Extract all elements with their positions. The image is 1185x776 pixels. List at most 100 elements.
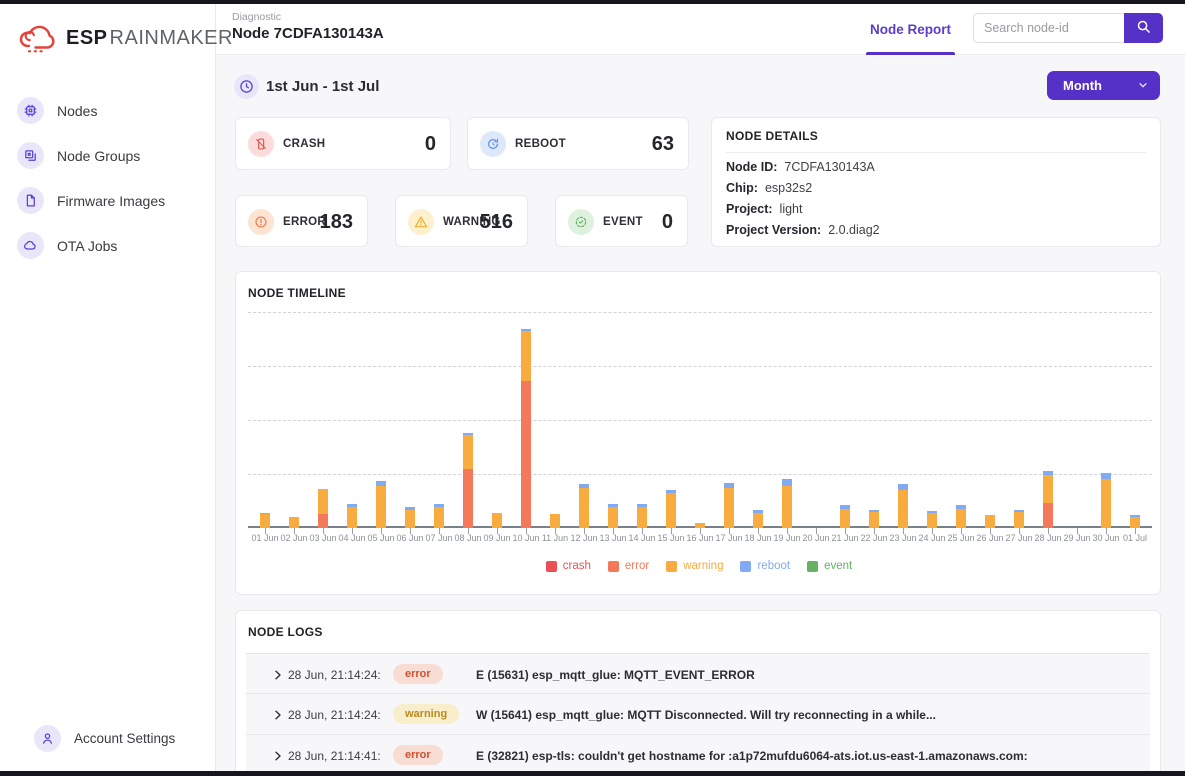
bar-warning-28-jun[interactable] — [1043, 475, 1053, 503]
bar-reboot-21-jun[interactable] — [840, 505, 850, 508]
brand-logo[interactable]: ESPRAINMAKER — [18, 22, 233, 55]
bar-reboot-07-jun[interactable] — [434, 504, 444, 507]
bar-reboot-14-jun[interactable] — [637, 504, 647, 507]
bar-warning-10-jun[interactable] — [521, 331, 531, 381]
bar-reboot-06-jun[interactable] — [405, 507, 415, 509]
bar-error-28-jun[interactable] — [1043, 503, 1053, 528]
bar-warning-22-jun[interactable] — [869, 512, 879, 528]
bar-warning-16-jun[interactable] — [695, 523, 705, 528]
bar-warning-13-jun[interactable] — [608, 507, 618, 528]
window-top-bar — [0, 0, 1185, 4]
sidebar-item-ota-jobs[interactable]: OTA Jobs — [0, 223, 216, 268]
chevron-right-icon[interactable] — [272, 708, 284, 720]
sidebar-item-firmware-images[interactable]: Firmware Images — [0, 178, 216, 223]
bar-reboot-01-jun[interactable] — [260, 513, 270, 514]
chevron-right-icon[interactable] — [272, 749, 284, 761]
date-range-label: 1st Jun - 1st Jul — [266, 78, 379, 95]
bar-warning-08-jun[interactable] — [463, 435, 473, 468]
bar-warning-18-jun[interactable] — [753, 513, 763, 528]
legend-item-error[interactable]: error — [608, 560, 649, 572]
search-button[interactable] — [1124, 13, 1163, 43]
node-detail-row: Node ID:7CDFA130143A — [726, 160, 1146, 174]
log-row[interactable]: 28 Jun, 21:14:24:warningW (15641) esp_mq… — [246, 694, 1150, 735]
bar-warning-12-jun[interactable] — [579, 488, 589, 528]
bar-reboot-08-jun[interactable] — [463, 433, 473, 435]
legend-item-warning[interactable]: warning — [666, 560, 723, 572]
bar-warning-26-jun[interactable] — [985, 515, 995, 528]
bar-reboot-19-jun[interactable] — [782, 479, 792, 485]
bar-reboot-17-jun[interactable] — [724, 483, 734, 488]
bar-error-10-jun[interactable] — [521, 381, 531, 528]
node-detail-label: Chip: — [726, 181, 758, 195]
bar-reboot-24-jun[interactable] — [927, 511, 937, 513]
chevron-right-icon[interactable] — [272, 668, 284, 680]
bar-warning-15-jun[interactable] — [666, 493, 676, 528]
legend-item-crash[interactable]: crash — [546, 560, 591, 572]
log-row[interactable]: 28 Jun, 21:14:41:errorE (32821) esp-tls:… — [246, 735, 1150, 776]
sidebar-item-label: Account Settings — [74, 731, 175, 746]
bar-warning-03-jun[interactable] — [318, 489, 328, 514]
bar-warning-23-jun[interactable] — [898, 490, 908, 528]
bar-error-03-jun[interactable] — [318, 514, 328, 528]
stat-label: CRASH — [283, 138, 325, 150]
bar-reboot-18-jun[interactable] — [753, 510, 763, 513]
log-level-badge: warning — [393, 704, 459, 724]
bar-reboot-22-jun[interactable] — [869, 510, 879, 512]
bar-error-08-jun[interactable] — [463, 469, 473, 528]
node-detail-value: 7CDFA130143A — [784, 160, 874, 174]
sidebar-item-account-settings[interactable]: Account Settings — [17, 716, 175, 761]
bar-reboot-05-jun[interactable] — [376, 481, 386, 486]
log-row[interactable]: 28 Jun, 21:14:24:errorE (15631) esp_mqtt… — [246, 653, 1150, 694]
node-detail-row: Project:light — [726, 202, 1146, 216]
sidebar-item-node-groups[interactable]: Node Groups — [0, 133, 216, 178]
log-message: E (32821) esp-tls: couldn't get hostname… — [476, 749, 1028, 763]
bar-warning-05-jun[interactable] — [376, 486, 386, 528]
legend-item-event[interactable]: event — [807, 560, 852, 572]
stat-value: 0 — [425, 133, 436, 156]
bar-reboot-15-jun[interactable] — [666, 490, 676, 493]
bar-warning-25-jun[interactable] — [956, 509, 966, 528]
bar-reboot-27-jun[interactable] — [1014, 510, 1024, 512]
log-message: W (15641) esp_mqtt_glue: MQTT Disconnect… — [476, 708, 936, 722]
bar-reboot-25-jun[interactable] — [956, 505, 966, 508]
period-dropdown[interactable]: Month — [1047, 71, 1160, 100]
legend-swatch-warning — [666, 561, 677, 572]
bar-reboot-12-jun[interactable] — [579, 484, 589, 488]
bar-warning-17-jun[interactable] — [724, 488, 734, 528]
bar-warning-21-jun[interactable] — [840, 509, 850, 528]
bar-reboot-01-jul[interactable] — [1130, 515, 1140, 517]
cloud-icon — [17, 232, 44, 259]
bar-warning-06-jun[interactable] — [405, 510, 415, 528]
bar-reboot-28-jun[interactable] — [1043, 471, 1053, 475]
tab-node-report[interactable]: Node Report — [866, 4, 955, 55]
bar-reboot-13-jun[interactable] — [608, 504, 618, 507]
stat-label: EVENT — [603, 216, 643, 228]
reboot-icon — [480, 131, 506, 157]
bar-warning-19-jun[interactable] — [782, 486, 792, 528]
bar-warning-01-jun[interactable] — [260, 514, 270, 528]
bar-warning-30-jun[interactable] — [1101, 479, 1111, 528]
bar-warning-09-jun[interactable] — [492, 513, 502, 528]
bar-warning-11-jun[interactable] — [550, 514, 560, 528]
bar-warning-01-jul[interactable] — [1130, 517, 1140, 528]
bar-warning-02-jun[interactable] — [289, 517, 299, 528]
legend-item-reboot[interactable]: reboot — [740, 560, 790, 572]
bar-warning-04-jun[interactable] — [347, 507, 357, 528]
search-input[interactable] — [973, 13, 1124, 43]
bar-reboot-30-jun[interactable] — [1101, 473, 1111, 479]
tab-active-underline — [866, 52, 955, 55]
gridline — [248, 474, 1152, 475]
chip-group-icon — [17, 142, 44, 169]
bar-warning-27-jun[interactable] — [1014, 512, 1024, 528]
bar-warning-07-jun[interactable] — [434, 507, 444, 528]
bar-warning-14-jun[interactable] — [637, 507, 647, 528]
bar-reboot-10-jun[interactable] — [521, 329, 531, 331]
bar-reboot-04-jun[interactable] — [347, 504, 357, 507]
sidebar-item-label: Nodes — [57, 103, 97, 119]
sidebar-item-nodes[interactable]: Nodes — [0, 88, 216, 133]
stat-label: REBOOT — [515, 138, 566, 150]
bar-warning-24-jun[interactable] — [927, 513, 937, 528]
bar-reboot-23-jun[interactable] — [898, 484, 908, 490]
timeline-plot[interactable] — [236, 272, 1162, 528]
log-message: E (15631) esp_mqtt_glue: MQTT_EVENT_ERRO… — [476, 668, 755, 682]
